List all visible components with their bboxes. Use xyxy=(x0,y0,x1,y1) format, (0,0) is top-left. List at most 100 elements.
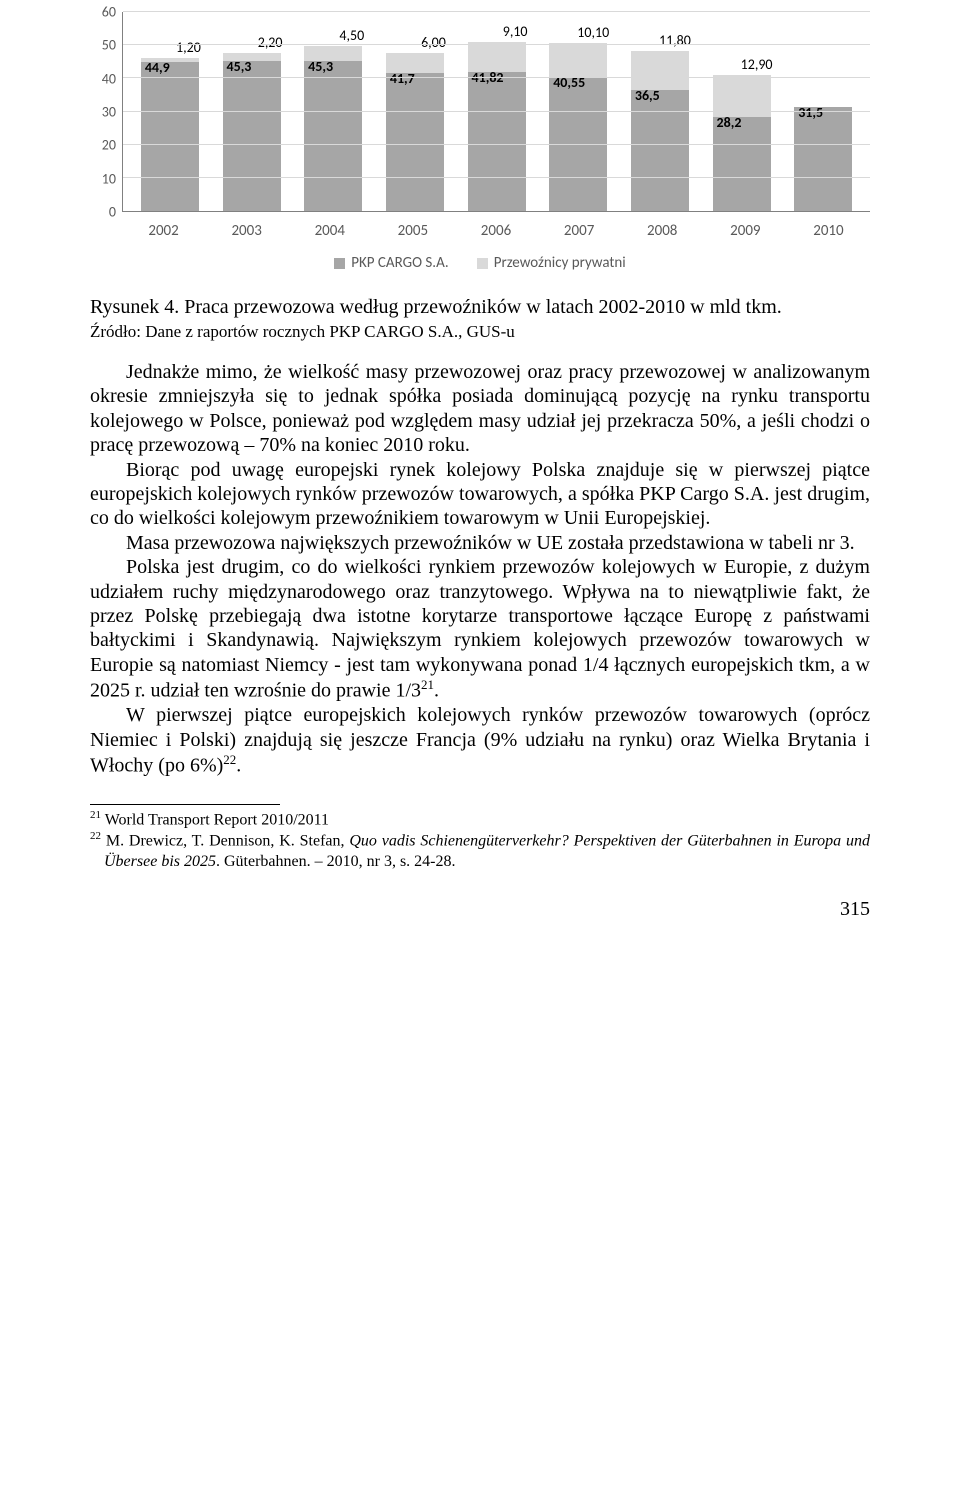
paragraph: Polska jest drugim, co do wielkości rynk… xyxy=(90,555,870,703)
bar-stack: 45,32,20 xyxy=(223,12,281,211)
figure-source: Źródło: Dane z raportów rocznych PKP CAR… xyxy=(90,322,870,342)
gridline xyxy=(123,177,870,178)
legend-swatch xyxy=(334,258,345,269)
gridline xyxy=(123,77,870,78)
footnote-ref: 22 xyxy=(223,752,236,767)
bar-slot: 41,829,10 xyxy=(456,12,538,211)
bar-stack: 41,76,00 xyxy=(386,12,444,211)
bar-slot: 41,76,00 xyxy=(374,12,456,211)
bar-slot: 40,5510,10 xyxy=(537,12,619,211)
bar-slot: 36,511,80 xyxy=(619,12,701,211)
figure-caption: Rysunek 4. Praca przewozowa według przew… xyxy=(90,294,870,320)
bar-stack: 28,2 12,90 xyxy=(713,12,771,211)
bar-segment: 4,50 xyxy=(304,46,362,61)
bar-segment: 6,00 xyxy=(386,53,444,73)
paragraph: Jednakże mimo, że wielkość masy przewozo… xyxy=(90,360,870,458)
paragraph-text: . xyxy=(434,680,439,702)
bar-value-label: 10,10 xyxy=(577,24,609,41)
x-axis: 200220032004200520062007200820092010 xyxy=(90,222,870,240)
bar-segment: 31,5 xyxy=(794,107,852,211)
bar-stack: 40,5510,10 xyxy=(549,12,607,211)
bar-value-label: 1,20 xyxy=(176,39,201,56)
bar-segment: 41,82 xyxy=(468,72,526,211)
stacked-bar-chart: 0102030405060 44,91,2045,32,2045,34,5041… xyxy=(90,12,870,212)
x-tick-label: 2010 xyxy=(787,222,870,240)
bar-segment: 41,7 xyxy=(386,73,444,211)
bar-stack: 31,5 xyxy=(794,12,852,211)
footnote: 22 M. Drewicz, T. Dennison, K. Stefan, Q… xyxy=(90,830,870,871)
footnotes: 21 World Transport Report 2010/2011 22 M… xyxy=(90,809,870,872)
gridline xyxy=(123,111,870,112)
bar-segment: 36,5 xyxy=(631,90,689,211)
gridline xyxy=(123,144,870,145)
bar-value-label: 2,20 xyxy=(258,34,283,51)
plot-area: 44,91,2045,32,2045,34,5041,76,0041,829,1… xyxy=(122,12,870,212)
bar-stack: 36,511,80 xyxy=(631,12,689,211)
footnote-separator xyxy=(90,804,280,805)
bar-stack: 45,34,50 xyxy=(304,12,362,211)
x-tick-label: 2009 xyxy=(704,222,787,240)
footnote: 21 World Transport Report 2010/2011 xyxy=(90,809,870,830)
bar-segment: 9,10 xyxy=(468,42,526,72)
y-tick-label: 50 xyxy=(102,37,116,54)
bar-segment: 2,20 xyxy=(223,53,281,60)
paragraph-text: Polska jest drugim, co do wielkości rynk… xyxy=(90,556,870,702)
bar-slot: 45,32,20 xyxy=(211,12,293,211)
bar-segment: 11,80 xyxy=(631,51,689,90)
x-tick-label: 2002 xyxy=(122,222,205,240)
page: 0102030405060 44,91,2045,32,2045,34,5041… xyxy=(0,0,960,961)
bar-slot: 28,2 12,90 xyxy=(701,12,783,211)
legend: PKP CARGO S.A. Przewoźnicy prywatni xyxy=(90,254,870,272)
y-tick-label: 20 xyxy=(102,137,116,154)
x-tick-label: 2007 xyxy=(538,222,621,240)
bar-segment: 1,20 xyxy=(141,58,199,62)
bar-stack: 44,91,20 xyxy=(141,12,199,211)
chart-container: 0102030405060 44,91,2045,32,2045,34,5041… xyxy=(90,12,870,272)
legend-label: PKP CARGO S.A. xyxy=(351,254,448,272)
bar-value-label: 6,00 xyxy=(421,34,446,51)
y-tick-label: 30 xyxy=(102,104,116,121)
legend-swatch xyxy=(477,258,488,269)
bar-segment: 45,3 xyxy=(304,61,362,211)
footnote-text: . Güterbahnen. – 2010, nr 3, s. 24-28. xyxy=(216,853,456,870)
bar-stack: 41,829,10 xyxy=(468,12,526,211)
bar-slot: 44,91,20 xyxy=(129,12,211,211)
paragraph: W pierwszej piątce europejskich kolejowy… xyxy=(90,703,870,778)
bar-segment: 10,10 xyxy=(549,43,607,76)
y-tick-label: 60 xyxy=(102,4,116,21)
x-tick-label: 2004 xyxy=(288,222,371,240)
bar-segment: 45,3 xyxy=(223,61,281,211)
bar-value-label: 31,5 xyxy=(798,104,823,121)
bars-group: 44,91,2045,32,2045,34,5041,76,0041,829,1… xyxy=(123,12,870,211)
bar-value-label: 9,10 xyxy=(503,23,528,40)
y-tick-label: 0 xyxy=(109,204,116,221)
bar-slot: 45,34,50 xyxy=(292,12,374,211)
legend-item: Przewoźnicy prywatni xyxy=(477,254,626,272)
x-tick-label: 2003 xyxy=(205,222,288,240)
paragraph-text: W pierwszej piątce europejskich kolejowy… xyxy=(90,704,870,776)
footnote-text: World Transport Report 2010/2011 xyxy=(101,811,329,828)
y-axis: 0102030405060 xyxy=(90,12,122,212)
x-tick-label: 2006 xyxy=(454,222,537,240)
bar-slot: 31,5 xyxy=(782,12,864,211)
gridline xyxy=(123,44,870,45)
footnote-text: M. Drewicz, T. Dennison, K. Stefan, xyxy=(101,833,349,850)
bar-value-label: 11,80 xyxy=(659,32,691,49)
bar-value-label: 12,90 xyxy=(741,56,773,73)
page-number: 315 xyxy=(90,898,870,921)
y-tick-label: 40 xyxy=(102,70,116,87)
legend-item: PKP CARGO S.A. xyxy=(334,254,448,272)
bar-segment: 28,2 xyxy=(713,117,771,211)
footnote-number: 22 xyxy=(90,830,101,842)
paragraph: Biorąc pod uwagę europejski rynek kolejo… xyxy=(90,458,870,531)
legend-label: Przewoźnicy prywatni xyxy=(494,254,626,272)
body-text: Jednakże mimo, że wielkość masy przewozo… xyxy=(90,360,870,778)
bar-segment: 44,9 xyxy=(141,62,199,211)
y-tick-label: 10 xyxy=(102,170,116,187)
footnote-ref: 21 xyxy=(421,677,434,692)
x-tick-label: 2008 xyxy=(621,222,704,240)
footnote-number: 21 xyxy=(90,809,101,821)
x-tick-label: 2005 xyxy=(371,222,454,240)
gridline xyxy=(123,11,870,12)
bar-value-label: 4,50 xyxy=(339,27,364,44)
